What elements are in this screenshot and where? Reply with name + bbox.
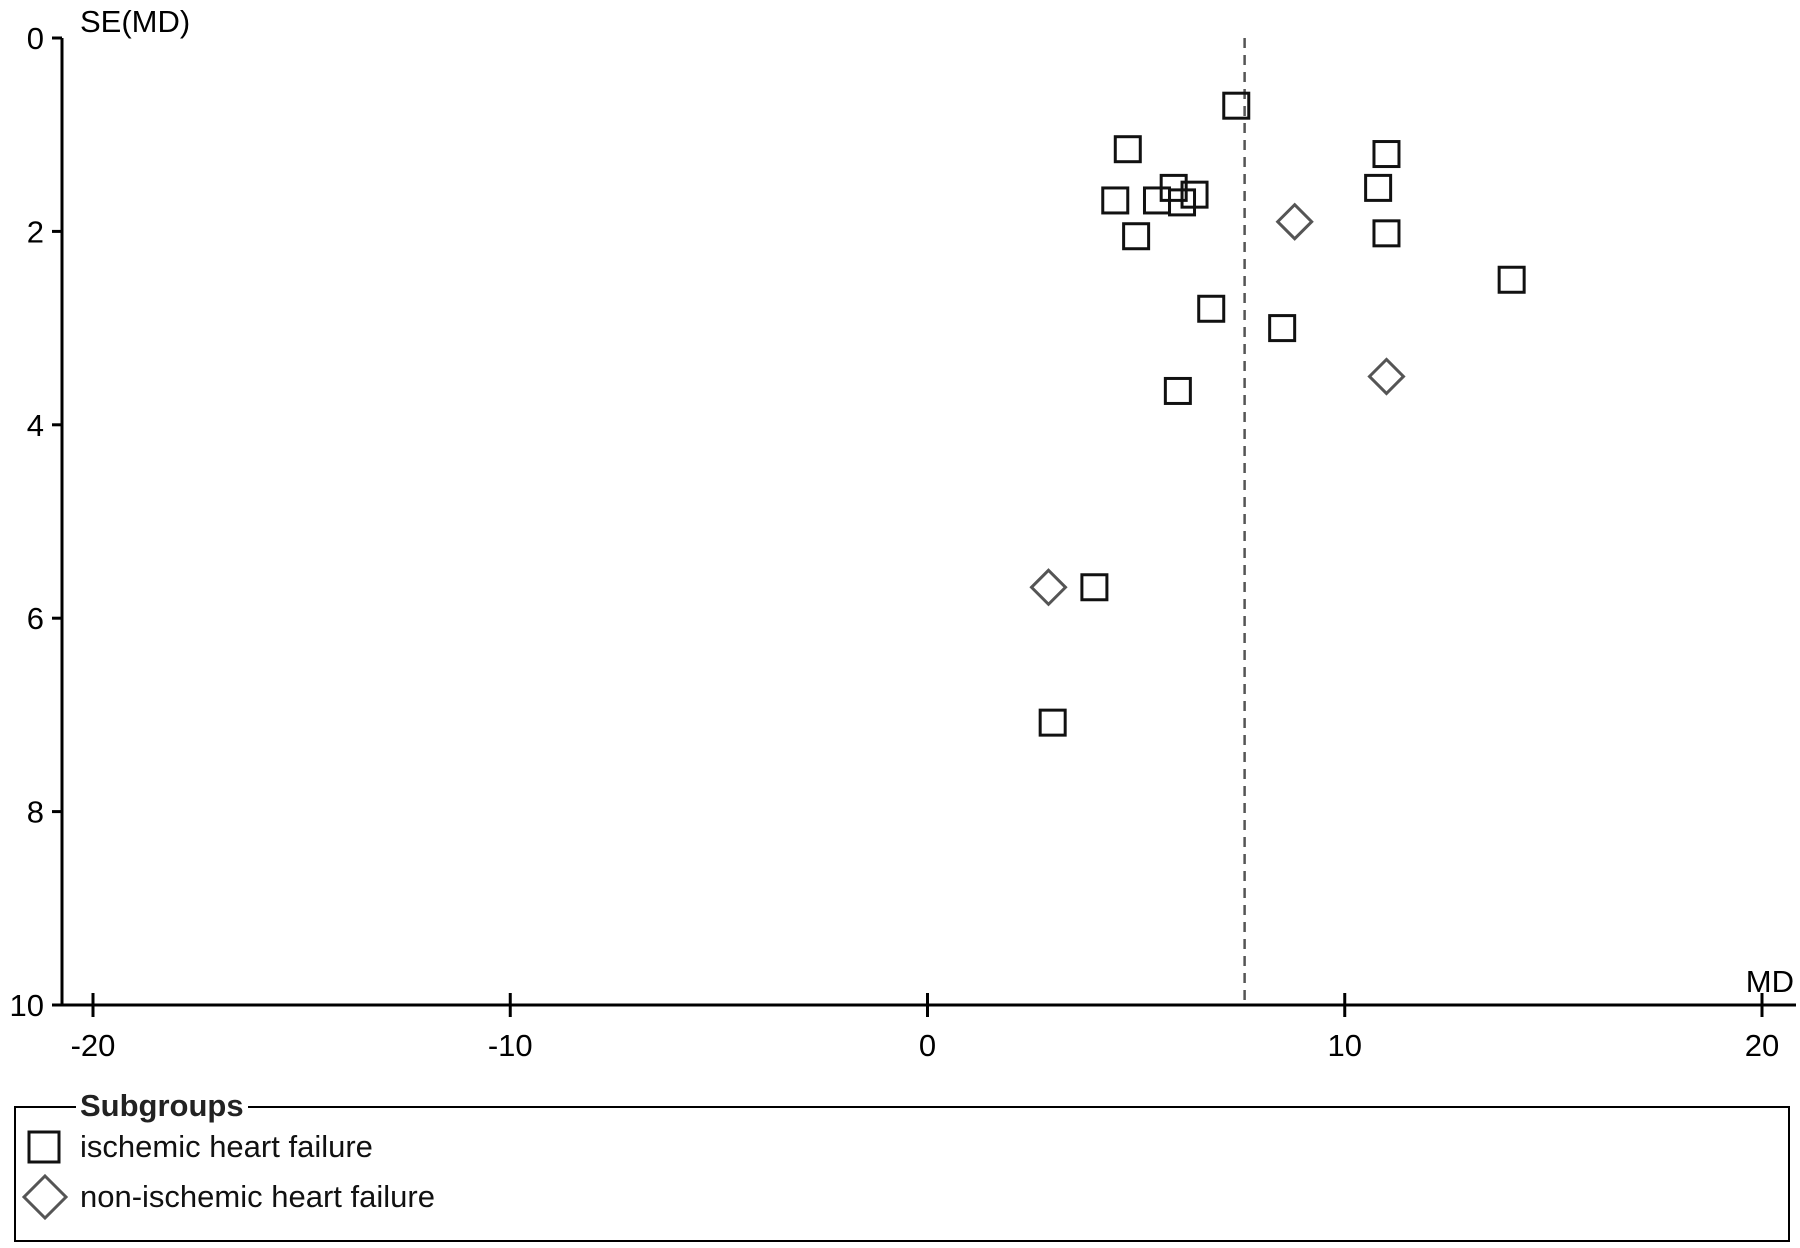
- y-axis-title: SE(MD): [80, 4, 190, 39]
- x-tick-label: -10: [488, 1028, 533, 1063]
- ischemic-study-point: [1222, 91, 1251, 120]
- non-ischemic-study-point: [1275, 202, 1314, 241]
- ischemic-study-point: [1372, 140, 1401, 169]
- ischemic-study-point: [1163, 376, 1192, 405]
- y-tick-label: 4: [27, 408, 44, 443]
- y-tick-label: 10: [10, 988, 44, 1023]
- legend-label: non-ischemic heart failure: [80, 1179, 435, 1214]
- ischemic-study-point: [1080, 573, 1109, 602]
- ischemic-study-point: [1113, 135, 1142, 164]
- square-marker-icon: [27, 1130, 61, 1164]
- x-tick-label: 20: [1745, 1028, 1779, 1063]
- non-ischemic-study-point: [1367, 357, 1406, 396]
- y-tick-label: 0: [27, 21, 44, 56]
- ischemic-study-point: [1038, 708, 1067, 737]
- x-tick-label: -20: [71, 1028, 116, 1063]
- legend: Subgroups ischemic heart failure non-isc…: [14, 1088, 1790, 1242]
- y-tick-label: 2: [27, 214, 44, 249]
- ischemic-study-point: [1364, 173, 1393, 202]
- data-points: [1029, 91, 1526, 737]
- y-tick-label: 8: [27, 795, 44, 830]
- x-tick-label: 10: [1328, 1028, 1362, 1063]
- diamond-marker-icon: [21, 1173, 69, 1221]
- ischemic-study-point: [1122, 222, 1151, 251]
- ischemic-study-point: [1268, 314, 1297, 343]
- legend-title: Subgroups: [76, 1088, 248, 1124]
- ischemic-study-point: [1101, 186, 1130, 215]
- x-axis-title: MD: [1746, 964, 1794, 999]
- ischemic-study-point: [1372, 219, 1401, 248]
- ischemic-study-point: [1197, 294, 1226, 323]
- axes: 0 2 4 6 8 10 -20 -10 0 10 20: [10, 21, 1796, 1063]
- non-ischemic-study-point: [1029, 568, 1068, 607]
- y-tick-label: 6: [27, 601, 44, 636]
- x-tick-label: 0: [919, 1028, 936, 1063]
- ischemic-study-point: [1168, 188, 1197, 217]
- ischemic-study-point: [1497, 265, 1526, 294]
- legend-label: ischemic heart failure: [80, 1129, 373, 1164]
